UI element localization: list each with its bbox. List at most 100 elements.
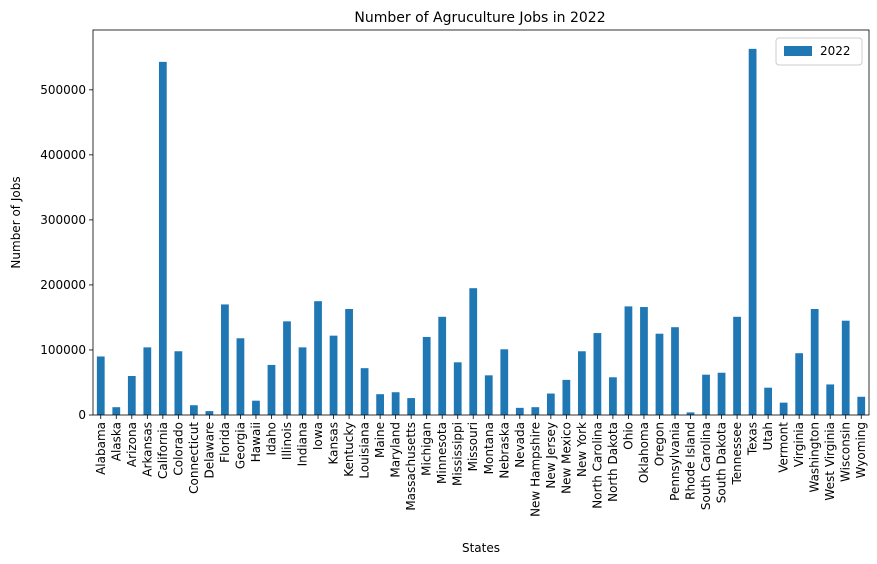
bar xyxy=(810,308,819,415)
bar xyxy=(407,398,416,415)
x-tick-label: Alaska xyxy=(109,422,123,461)
bar xyxy=(702,374,710,415)
bar xyxy=(298,347,307,415)
bar xyxy=(314,301,322,415)
x-tick-label: South Dakota xyxy=(715,422,729,503)
bar xyxy=(484,375,493,415)
bar xyxy=(795,353,804,415)
x-tick-label: Hawaii xyxy=(249,422,263,462)
x-tick-label: Mississippi xyxy=(451,422,465,486)
x-tick-label: Colorado xyxy=(171,422,185,476)
x-tick-label: Texas xyxy=(746,422,760,456)
bar xyxy=(252,400,260,415)
chart-title: Number of Agruculture Jobs in 2022 xyxy=(354,10,605,26)
bar xyxy=(779,402,788,415)
x-axis-label: States xyxy=(462,541,500,555)
x-axis: Alabama Alaska Arizona Arkansas California Co… xyxy=(94,415,868,517)
x-tick-label: Nevada xyxy=(513,422,527,468)
y-tick-label: 500000 xyxy=(40,83,86,97)
bar xyxy=(438,316,447,415)
x-tick-label: New York xyxy=(575,422,589,477)
x-tick-label: California xyxy=(156,422,170,479)
x-tick-label: Massachusetts xyxy=(404,422,418,511)
bar xyxy=(686,412,695,415)
x-tick-label: Wyoming xyxy=(854,422,868,478)
x-tick-label: South Carolina xyxy=(699,422,713,510)
legend-box xyxy=(775,37,863,66)
x-tick-label: New Mexico xyxy=(559,422,573,494)
bar xyxy=(748,48,757,415)
bar xyxy=(422,336,431,415)
bar xyxy=(174,351,183,415)
bar xyxy=(190,405,198,415)
bar xyxy=(376,394,384,415)
bar xyxy=(515,407,524,415)
x-tick-label: Delaware xyxy=(202,422,216,479)
bar xyxy=(826,384,835,415)
bar xyxy=(764,387,772,415)
plot-frame xyxy=(92,29,870,416)
bar xyxy=(578,351,586,415)
x-tick-label: Illinois xyxy=(280,422,294,460)
x-tick-label: North Carolina xyxy=(590,422,604,509)
y-tick-label: 100000 xyxy=(40,343,86,357)
x-tick-label: Pennsylvania xyxy=(668,422,682,501)
x-tick-label: Idaho xyxy=(264,422,278,455)
bar xyxy=(733,316,741,415)
bar xyxy=(609,377,617,415)
x-tick-label: Michigan xyxy=(420,422,434,476)
bar xyxy=(96,356,105,415)
bar xyxy=(841,320,850,415)
bar xyxy=(112,407,121,415)
x-tick-label: Wisconsin xyxy=(839,422,853,482)
legend-swatch xyxy=(784,46,812,56)
bar xyxy=(143,347,152,415)
bar xyxy=(329,335,338,415)
bar xyxy=(562,379,571,415)
x-tick-label: Connecticut xyxy=(187,422,201,494)
x-tick-label: Arizona xyxy=(125,422,139,467)
x-tick-label: Kansas xyxy=(327,422,341,464)
y-axis: 0 100000 200000 300000 400000 500000 xyxy=(40,83,93,422)
x-tick-label: Nebraska xyxy=(497,422,511,479)
bar xyxy=(127,375,136,415)
bar xyxy=(360,368,369,415)
x-tick-label: Georgia xyxy=(233,422,247,469)
legend: 2022 xyxy=(775,37,863,66)
x-tick-label: Vermont xyxy=(777,422,791,473)
x-tick-label: Washington xyxy=(808,422,822,493)
x-tick-label: Oklahoma xyxy=(637,422,651,483)
bar xyxy=(453,362,462,415)
bar xyxy=(546,393,555,415)
y-tick-label: 300000 xyxy=(40,213,86,227)
x-tick-label: Kentucky xyxy=(342,422,356,477)
bar xyxy=(205,411,214,415)
x-tick-label: Montana xyxy=(482,422,496,474)
x-tick-label: Missouri xyxy=(466,422,480,471)
x-tick-label: Virginia xyxy=(792,422,806,467)
bar xyxy=(391,392,400,415)
bar xyxy=(267,364,276,415)
x-tick-label: Ohio xyxy=(621,422,635,450)
x-tick-label: Indiana xyxy=(296,422,310,466)
y-tick-label: 200000 xyxy=(40,278,86,292)
y-axis-label: Number of Jobs xyxy=(9,176,23,268)
x-tick-label: Arkansas xyxy=(140,422,154,477)
x-tick-label: Iowa xyxy=(311,422,325,450)
bar xyxy=(469,288,478,415)
bar xyxy=(345,308,353,415)
bar xyxy=(593,333,602,415)
legend-label: 2022 xyxy=(820,44,851,58)
bar xyxy=(717,372,726,415)
y-tick-label: 0 xyxy=(78,408,86,422)
bar xyxy=(158,61,167,416)
x-tick-label: Louisiana xyxy=(358,422,372,479)
bar xyxy=(500,349,509,415)
x-tick-label: Tennessee xyxy=(730,422,744,486)
bar xyxy=(857,396,866,415)
x-tick-label: Maryland xyxy=(389,422,403,478)
bar xyxy=(671,327,679,415)
x-tick-label: West Virginia xyxy=(823,422,837,501)
bar xyxy=(640,307,648,415)
